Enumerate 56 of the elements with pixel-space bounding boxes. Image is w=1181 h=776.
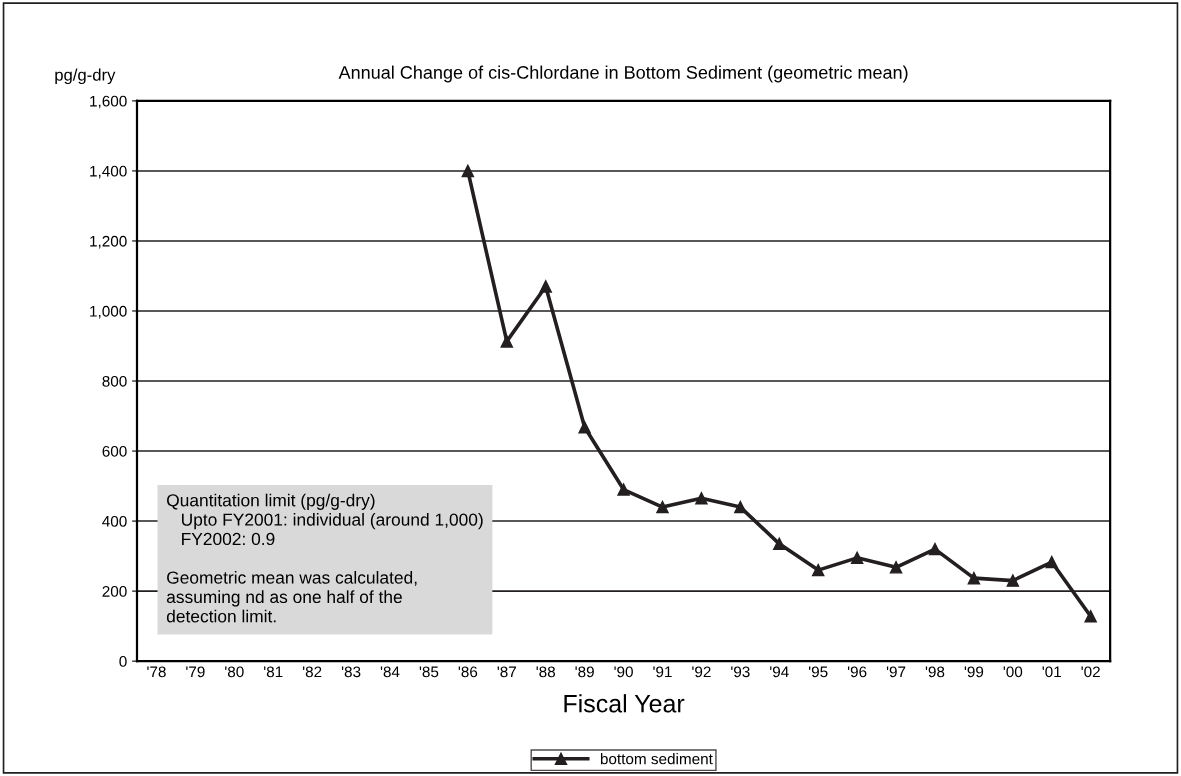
x-tick-label: '90 (614, 666, 633, 678)
x-tick-label: '86 (458, 666, 478, 678)
point (617, 483, 630, 496)
y-tick-label: 1,600 (90, 95, 127, 109)
point (461, 164, 475, 178)
x-tick-label: '92 (692, 666, 711, 678)
x-tick-label: '80 (225, 666, 244, 678)
chart-title: Annual Change of cis-Chlordane in Bottom Sediment (geometric mean) (338, 65, 908, 83)
x-tick-label: '93 (731, 666, 750, 678)
x-tick-label: '00 (1003, 666, 1023, 678)
text: Quantitation limit (pg/g-dry) Upto FY2001: individual (around 1,000) FY2002: 0.9 Geometric mean was calculated, assuming nd as one half of the detection limit. (166, 493, 483, 623)
point (889, 561, 903, 574)
point (539, 280, 552, 293)
point (811, 563, 825, 577)
point (1045, 555, 1059, 569)
point (500, 335, 514, 348)
x-tick-label: '01 (1042, 666, 1061, 678)
x-tick-label: '82 (302, 666, 322, 678)
point (1084, 610, 1097, 623)
y-tick-label: 1,400 (90, 165, 127, 179)
x-tick-label: '97 (886, 666, 906, 678)
y-tick-label: 1,000 (90, 305, 127, 319)
x-tick-label: '02 (1081, 666, 1100, 678)
x-tick-label: '88 (536, 666, 556, 678)
x-tick-label: '78 (147, 666, 166, 678)
legend-label: bottom sediment (600, 753, 713, 765)
point (695, 492, 708, 505)
point (578, 420, 591, 434)
y-tick-label: 600 (102, 445, 127, 457)
y-tick-label: 200 (102, 585, 127, 597)
x-tick-label: '81 (264, 666, 283, 678)
x-tick-label: '98 (925, 666, 945, 678)
x-tick-label: '85 (419, 666, 439, 678)
x-tick-label: '94 (770, 666, 789, 678)
point (850, 551, 864, 565)
x-tick-label: '91 (653, 666, 672, 678)
y-tick-label: 0 (119, 656, 127, 667)
y-tick-label: 800 (102, 375, 127, 387)
point (928, 542, 942, 556)
point (734, 500, 747, 514)
x-tick-label: '83 (341, 666, 361, 678)
point (656, 500, 669, 514)
x-tick-label: '84 (380, 666, 400, 678)
x-tick-label: '79 (186, 666, 205, 678)
x-tick-label: '95 (809, 666, 828, 678)
x-tick-label: '87 (497, 666, 516, 678)
point (1006, 574, 1020, 587)
x-tick-label: '99 (964, 666, 984, 678)
y-tick-label: 400 (102, 515, 127, 527)
point (967, 571, 981, 585)
x-tick-label: '89 (575, 666, 594, 678)
x-axis-title: Fiscal Year (564, 694, 685, 713)
y-tick-label: 1,200 (90, 235, 127, 249)
y-axis-title: pg/g-dry (55, 68, 116, 85)
x-tick-label: '96 (847, 666, 867, 678)
point (773, 537, 786, 551)
